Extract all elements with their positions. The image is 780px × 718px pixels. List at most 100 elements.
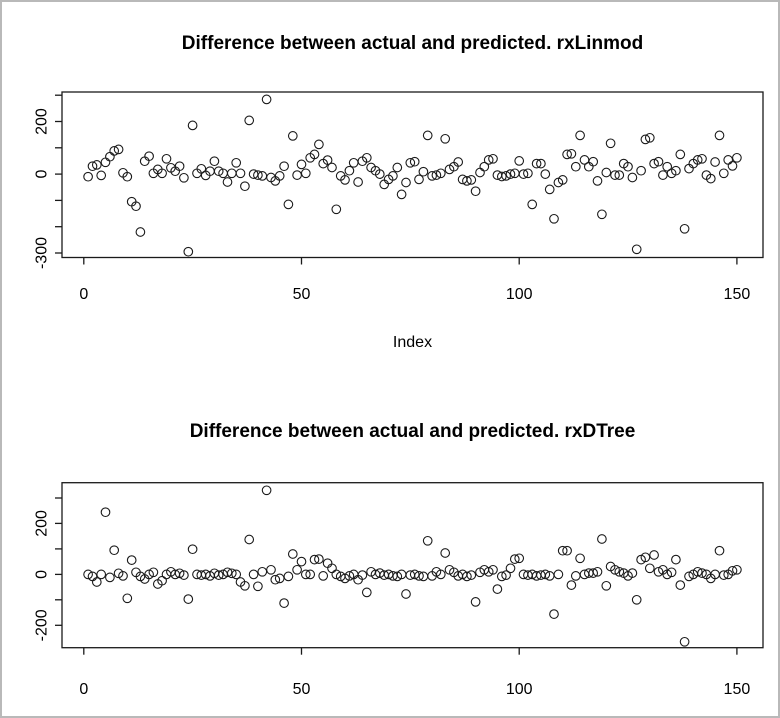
data-point	[697, 568, 707, 578]
data-point	[671, 165, 681, 176]
data-point	[523, 168, 533, 179]
data-point	[118, 571, 128, 581]
data-point	[475, 167, 485, 178]
data-point	[671, 554, 681, 565]
data-point	[588, 156, 599, 167]
data-point	[505, 169, 516, 179]
data-point	[361, 587, 372, 598]
data-point	[226, 568, 237, 579]
data-point	[557, 545, 568, 556]
data-point	[531, 158, 542, 169]
data-point	[96, 170, 107, 181]
data-point	[662, 569, 673, 580]
data-point	[405, 157, 416, 168]
x-tick-label: 100	[506, 681, 533, 698]
data-point	[597, 534, 607, 544]
y-tick-label: 200	[34, 510, 51, 537]
data-point	[296, 159, 307, 170]
data-point	[553, 569, 564, 580]
data-point	[279, 161, 289, 172]
chart-rxlinmod: 0 50 100 150 200 0 -300 Difference between actu…	[34, 33, 764, 351]
data-point	[131, 201, 141, 212]
y-tick-label: 0	[34, 570, 51, 579]
data-point	[462, 176, 472, 186]
data-point	[627, 172, 638, 183]
data-point	[187, 120, 198, 131]
chart-title: Difference between actual and predicted.…	[182, 33, 643, 54]
data-point	[257, 566, 268, 577]
data-point	[374, 169, 385, 179]
x-tick-label: 150	[724, 286, 751, 303]
data-point	[327, 162, 337, 173]
data-point	[231, 569, 242, 580]
chart-title: Difference between actual and predicted.…	[190, 421, 636, 442]
data-point	[527, 199, 538, 210]
data-point	[331, 569, 342, 580]
data-point	[274, 171, 285, 181]
data-point	[253, 581, 263, 592]
data-point	[231, 157, 242, 168]
data-point	[331, 204, 342, 215]
data-point	[601, 167, 612, 178]
data-point	[392, 162, 403, 173]
data-point	[496, 571, 507, 582]
data-point	[684, 571, 694, 582]
data-point	[492, 584, 503, 594]
data-point	[287, 131, 298, 141]
x-tick-label: 150	[724, 681, 751, 698]
data-point	[544, 184, 555, 195]
data-point	[409, 156, 420, 167]
data-point	[213, 570, 224, 580]
data-point	[401, 589, 411, 599]
data-point	[174, 568, 185, 579]
data-point	[557, 175, 568, 185]
data-point	[322, 155, 333, 165]
data-point	[244, 534, 255, 545]
data-point	[479, 161, 490, 172]
data-point	[222, 567, 233, 578]
data-point	[226, 168, 237, 179]
data-point	[614, 170, 625, 180]
x-axis-label: Index	[393, 334, 432, 351]
data-point	[296, 556, 307, 567]
data-point	[283, 571, 294, 582]
data-point	[240, 580, 250, 591]
data-point	[610, 564, 620, 575]
data-point	[179, 570, 189, 580]
data-point	[540, 169, 551, 179]
data-point	[122, 171, 133, 182]
data-point	[679, 223, 690, 234]
data-point	[305, 569, 316, 580]
data-point	[292, 564, 302, 575]
data-point	[261, 94, 272, 105]
data-point	[353, 177, 363, 187]
data-point	[392, 571, 403, 582]
data-point	[144, 151, 154, 162]
data-point	[501, 171, 511, 181]
data-point	[662, 161, 673, 172]
data-point	[675, 149, 686, 160]
data-point	[592, 176, 603, 186]
data-point	[287, 549, 298, 559]
data-point	[318, 571, 329, 581]
data-point	[488, 153, 498, 164]
data-point	[435, 168, 446, 179]
data-point	[518, 169, 529, 179]
data-point	[732, 564, 742, 575]
data-point	[300, 168, 311, 179]
data-point	[462, 571, 472, 582]
data-point	[253, 170, 263, 180]
data-point	[348, 157, 359, 168]
data-point	[414, 571, 424, 581]
data-point	[179, 172, 189, 183]
data-point	[314, 554, 324, 564]
x-tick-label: 50	[293, 286, 311, 303]
data-point	[570, 161, 581, 172]
data-point	[644, 132, 655, 143]
data-point	[714, 545, 725, 556]
data-point	[536, 158, 546, 169]
data-point	[100, 507, 111, 518]
data-point	[427, 171, 437, 181]
data-point	[566, 148, 577, 159]
